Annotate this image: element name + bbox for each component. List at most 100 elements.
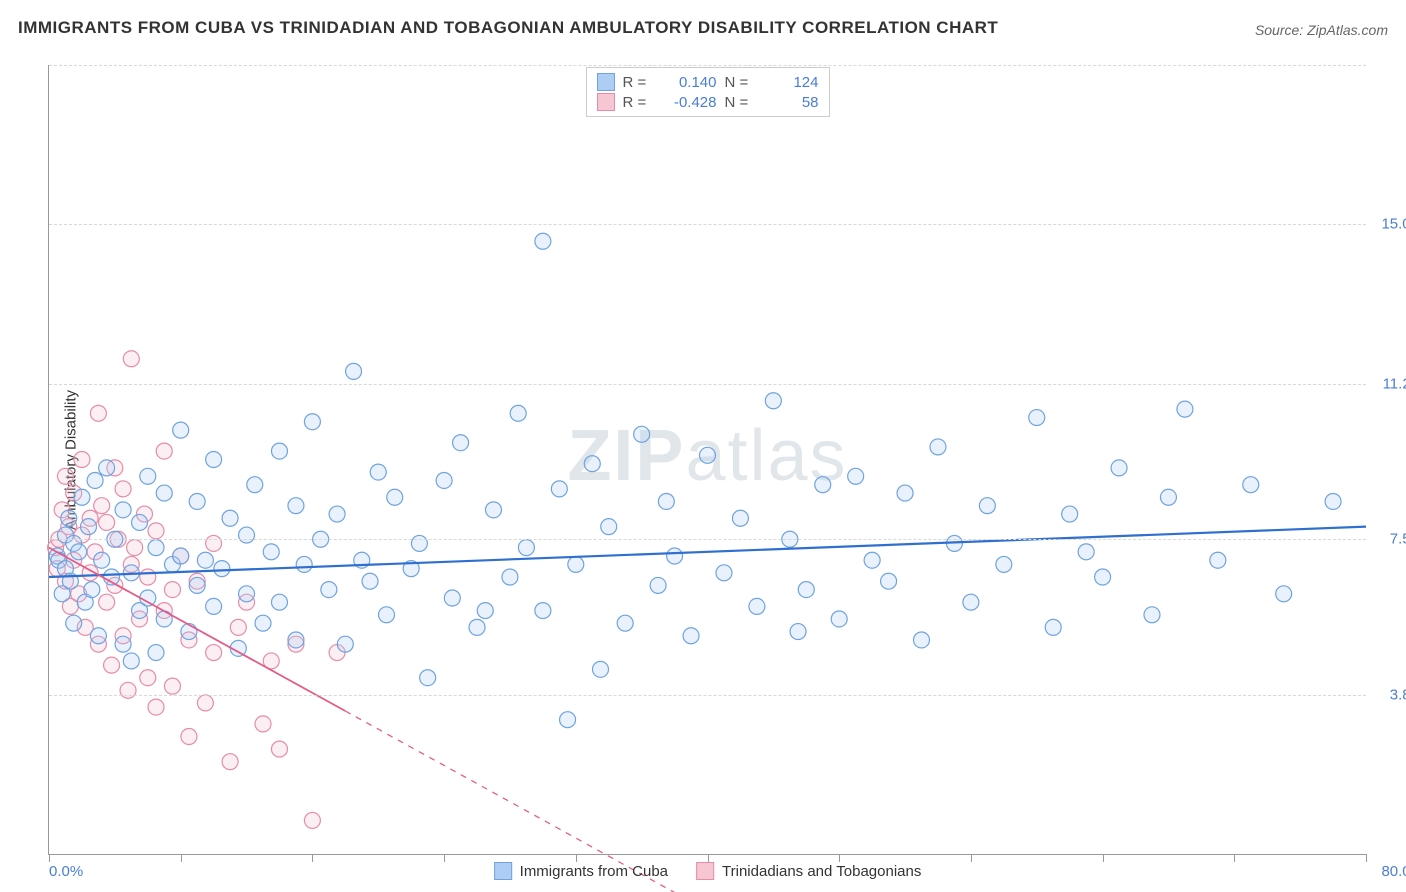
scatter-point-cuba [560,712,576,728]
scatter-point-cuba [510,405,526,421]
x-min-label: 0.0% [49,863,83,880]
scatter-point-cuba [206,452,222,468]
scatter-point-cuba [1276,586,1292,602]
scatter-point-cuba [469,619,485,635]
n-label: N = [725,94,753,111]
scatter-point-cuba [1160,489,1176,505]
legend-series: Immigrants from Cuba Trinidadians and To… [494,862,922,880]
scatter-point-cuba [329,506,345,522]
scatter-point-cuba [255,615,271,631]
scatter-point-tt [104,657,120,673]
gridline [49,539,1366,540]
scatter-point-cuba [815,477,831,493]
scatter-point-cuba [81,519,97,535]
scatter-point-cuba [271,443,287,459]
x-tick [312,854,313,862]
scatter-point-tt [115,481,131,497]
scatter-point-cuba [634,426,650,442]
scatter-point-tt [94,498,110,514]
legend-item-tt: Trinidadians and Tobagonians [696,862,921,880]
scatter-point-cuba [99,460,115,476]
scatter-point-cuba [617,615,633,631]
scatter-point-cuba [963,594,979,610]
x-tick [839,854,840,862]
y-tick-label: 3.8% [1390,686,1406,703]
chart-title: IMMIGRANTS FROM CUBA VS TRINIDADIAN AND … [18,18,998,38]
r-value-cuba: 0.140 [659,74,717,91]
scatter-point-cuba [1144,607,1160,623]
swatch-cuba-icon [494,862,512,880]
scatter-point-cuba [700,447,716,463]
scatter-point-cuba [370,464,386,480]
scatter-point-cuba [518,540,534,556]
scatter-point-cuba [140,468,156,484]
gridline [49,224,1366,225]
scatter-point-tt [206,645,222,661]
legend-label-cuba: Immigrants from Cuba [520,863,668,880]
scatter-point-cuba [1111,460,1127,476]
legend-item-cuba: Immigrants from Cuba [494,862,668,880]
scatter-point-cuba [156,485,172,501]
scatter-point-cuba [551,481,567,497]
scatter-point-tt [197,695,213,711]
scatter-point-cuba [1325,493,1341,509]
gridline [49,65,1366,66]
scatter-point-cuba [864,552,880,568]
scatter-point-cuba [337,636,353,652]
scatter-point-cuba [197,552,213,568]
gridline [49,384,1366,385]
scatter-point-cuba [502,569,518,585]
scatter-point-cuba [1177,401,1193,417]
scatter-point-tt [148,699,164,715]
scatter-point-cuba [346,363,362,379]
scatter-point-cuba [436,472,452,488]
scatter-point-tt [140,670,156,686]
scatter-point-cuba [71,544,87,560]
scatter-point-tt [123,351,139,367]
scatter-point-cuba [123,653,139,669]
scatter-point-cuba [485,502,501,518]
scatter-point-cuba [181,624,197,640]
scatter-point-tt [222,754,238,770]
x-tick [444,854,445,862]
scatter-point-tt [99,594,115,610]
scatter-point-cuba [979,498,995,514]
scatter-point-cuba [247,477,263,493]
scatter-point-cuba [90,628,106,644]
scatter-point-tt [99,514,115,530]
scatter-point-tt [90,405,106,421]
scatter-point-cuba [66,615,82,631]
scatter-point-tt [164,582,180,598]
r-label: R = [623,74,651,91]
legend-correlation-box: R = 0.140 N = 124 R = -0.428 N = 58 [586,67,830,117]
r-value-tt: -0.428 [659,94,717,111]
scatter-point-cuba [1062,506,1078,522]
scatter-point-cuba [288,632,304,648]
scatter-point-tt [156,443,172,459]
x-tick [576,854,577,862]
scatter-point-cuba [87,472,103,488]
scatter-point-cuba [716,565,732,581]
scatter-point-cuba [420,670,436,686]
scatter-point-cuba [650,577,666,593]
scatter-point-cuba [1243,477,1259,493]
x-tick [181,854,182,862]
scatter-point-cuba [667,548,683,564]
scatter-point-cuba [1078,544,1094,560]
scatter-point-cuba [881,573,897,589]
scatter-point-cuba [115,502,131,518]
swatch-tt-icon [597,93,615,111]
scatter-point-cuba [453,435,469,451]
scatter-point-cuba [115,636,131,652]
scatter-point-cuba [765,393,781,409]
scatter-point-tt [304,812,320,828]
scatter-point-cuba [288,498,304,514]
scatter-point-cuba [732,510,748,526]
scatter-point-tt [140,569,156,585]
scatter-point-cuba [996,556,1012,572]
scatter-point-tt [255,716,271,732]
scatter-point-cuba [239,527,255,543]
scatter-point-cuba [411,535,427,551]
scatter-point-cuba [584,456,600,472]
scatter-point-cuba [321,582,337,598]
